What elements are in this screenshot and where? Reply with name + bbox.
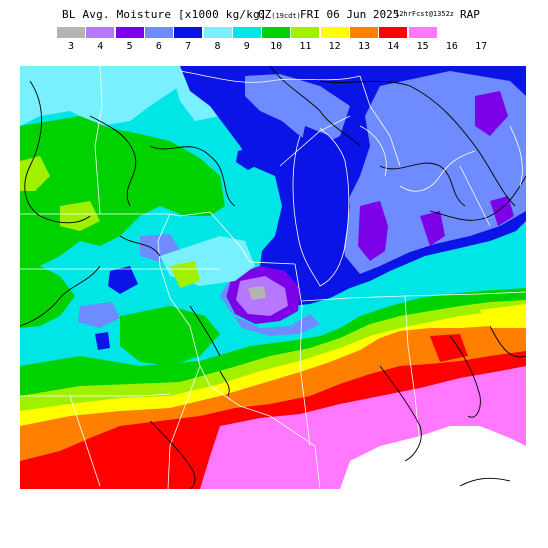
field-7-lake-michigan <box>295 126 350 281</box>
legend-swatch <box>232 27 261 38</box>
field-10-west <box>20 116 225 271</box>
legend-swatch <box>203 27 232 38</box>
field-13-south-2 <box>380 334 420 362</box>
legend-tick-label: 9 <box>243 41 250 52</box>
field-12-east <box>480 304 526 328</box>
title-date: FRI 06 Jun 2025 <box>300 8 400 21</box>
legend-swatch <box>291 27 320 38</box>
legend-swatch <box>437 27 466 38</box>
title-main: BL Avg. Moisture [x1000 kg/kg] <box>62 8 267 21</box>
legend-tick-label: 4 <box>97 41 104 52</box>
legend-swatch <box>320 27 349 38</box>
field-7-north-spot <box>236 146 264 170</box>
legend-swatch <box>262 27 291 38</box>
field-16-south <box>340 426 526 489</box>
legend-tick-label: 17 <box>475 41 488 52</box>
legend-tick-label: 15 <box>416 41 429 52</box>
legend-tick-label: 10 <box>270 41 283 52</box>
field-14-east <box>430 334 468 362</box>
moisture-map <box>20 66 526 489</box>
contour-lines <box>20 66 526 489</box>
legend-tick-label: 8 <box>214 41 221 52</box>
field-6-chicago-rim <box>220 276 320 336</box>
field-11-center <box>170 261 200 288</box>
field-3-chicago <box>248 286 266 300</box>
field-5-east-4 <box>490 196 514 226</box>
title-time-local: (19cdt) <box>271 12 301 20</box>
legend-swatch <box>86 27 115 38</box>
field-5-east-3 <box>420 211 445 246</box>
legend-swatch <box>144 27 173 38</box>
field-7-west-1 <box>108 266 138 294</box>
field-11-west-2 <box>60 201 100 231</box>
field-8-northwest <box>20 66 180 126</box>
legend-tick-label: 5 <box>126 41 133 52</box>
legend-tick-label: 13 <box>357 41 371 52</box>
field-6-north <box>245 74 350 146</box>
field-11-west <box>20 156 50 191</box>
legend-tick-label: 3 <box>67 41 75 52</box>
lake-shorelines <box>179 70 523 287</box>
legend-swatch <box>174 27 203 38</box>
field-5-east-1 <box>358 201 388 261</box>
legend-swatch <box>350 27 378 38</box>
field-5-east-2 <box>475 91 508 136</box>
legend-swatch <box>408 27 437 38</box>
legend-tick-label: 14 <box>387 41 400 52</box>
legend-swatch <box>57 27 85 38</box>
field-10-central <box>120 306 220 366</box>
legend-tick-label: 12 <box>328 41 341 52</box>
color-legend: 3 4 5 6 7 8 9 10 11 12 13 14 15 16 17 <box>57 27 487 57</box>
legend-swatch <box>115 27 144 38</box>
field-10-sw <box>20 266 75 328</box>
legend-tick-label: 7 <box>185 41 192 52</box>
legend-swatch <box>379 27 408 38</box>
title-model: RAP <box>460 8 480 21</box>
field-7-west-2 <box>95 332 110 350</box>
legend-tick-label: 6 <box>155 41 162 52</box>
legend-tick-label: 11 <box>299 41 312 52</box>
legend-tick-label: 16 <box>445 41 458 52</box>
title-forecast: 12hrFcst@1352z <box>395 10 455 18</box>
title-time-utc: 0Z <box>258 8 272 21</box>
title-valid-time: 0Z(19cdt) <box>258 8 301 21</box>
map-title: BL Avg. Moisture [x1000 kg/kg] 0Z(19cdt)… <box>0 6 548 22</box>
field-6-west-1 <box>78 302 120 328</box>
